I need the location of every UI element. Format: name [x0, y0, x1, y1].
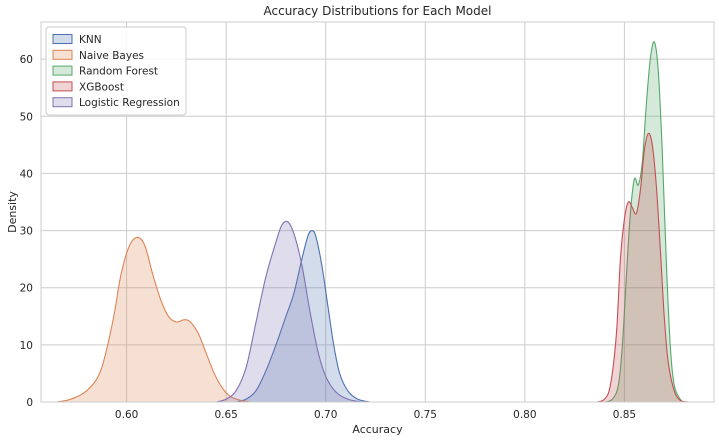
- y-axis-label: Density: [6, 191, 19, 233]
- y-tick-label: 50: [20, 111, 33, 123]
- plot-frame: [40, 21, 715, 403]
- x-tick-label: 0.65: [214, 409, 237, 421]
- legend-label: KNN: [79, 34, 102, 46]
- x-tick-label: 0.85: [613, 409, 636, 421]
- y-tick-label: 30: [20, 226, 33, 238]
- series-line-knn: [235, 230, 370, 403]
- legend-swatch: [52, 65, 73, 76]
- y-axis-ticks: 0 10 20 30 40 50 60: [20, 54, 33, 409]
- legend-swatch: [52, 34, 73, 44]
- y-tick-label: 0: [26, 397, 33, 409]
- x-axis-label: Accuracy: [352, 423, 403, 436]
- series-line-naive-bayes: [56, 236, 251, 403]
- chart-title: Accuracy Distributions for Each Model: [264, 4, 492, 18]
- legend-label: Naive Bayes: [79, 50, 144, 62]
- legend: KNN Naive Bayes Random Forest XGBoost Logist…: [45, 26, 187, 116]
- x-tick-label: 0.75: [414, 409, 437, 421]
- legend-swatch: [52, 97, 73, 108]
- y-tick-label: 60: [20, 54, 33, 66]
- legend-box: [45, 26, 187, 116]
- series-layer: [56, 41, 689, 403]
- legend-label: XGBoost: [79, 81, 124, 93]
- x-axis-ticks: 0.60 0.65 0.70 0.75 0.80 0.85: [115, 409, 636, 421]
- series-line-logistic-regression: [216, 220, 362, 403]
- legend-label: Logistic Regression: [79, 97, 180, 109]
- series-line-xgboost: [596, 132, 689, 403]
- x-tick-label: 0.80: [513, 409, 536, 421]
- legend-label: Random Forest: [79, 66, 158, 78]
- x-tick-label: 0.60: [115, 409, 138, 421]
- y-tick-label: 20: [20, 283, 33, 295]
- legend-swatch: [52, 81, 73, 92]
- series-area-naive-bayes: [56, 237, 251, 402]
- series-line-random-forest: [604, 41, 685, 403]
- y-tick-label: 10: [20, 340, 33, 352]
- x-tick-label: 0.70: [314, 409, 337, 421]
- legend-swatch: [52, 49, 73, 60]
- y-tick-label: 40: [20, 168, 33, 180]
- series-area-logistic-regression: [216, 221, 362, 402]
